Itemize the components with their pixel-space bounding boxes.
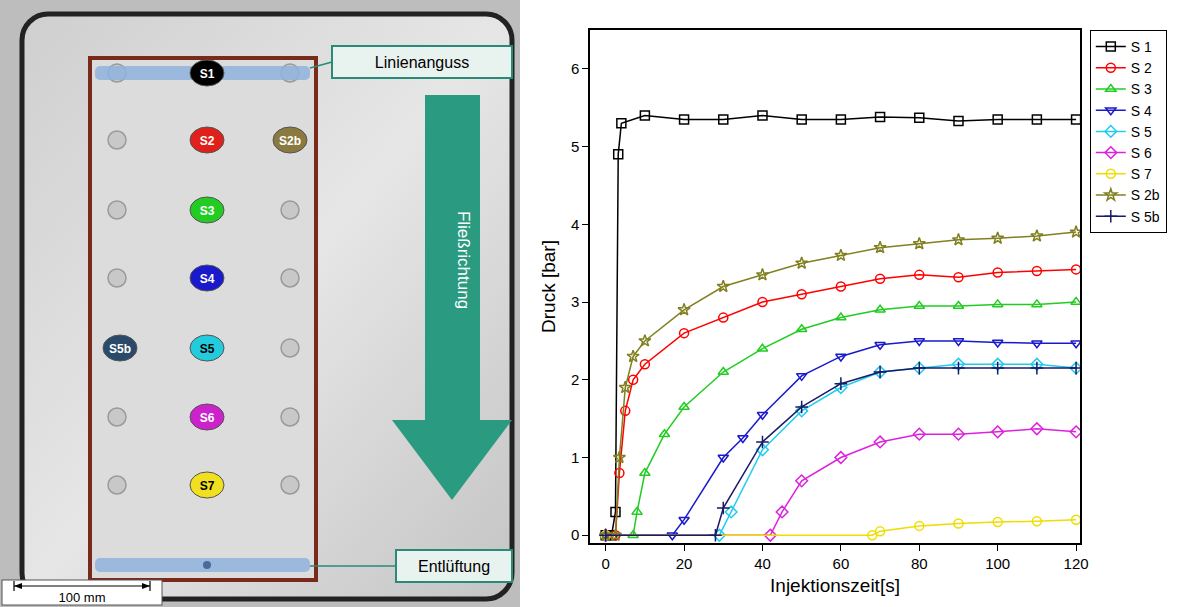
svg-text:100 mm: 100 mm bbox=[59, 590, 106, 605]
svg-text:3: 3 bbox=[571, 293, 579, 310]
svg-text:Injektionszeit[s]: Injektionszeit[s] bbox=[770, 575, 900, 596]
svg-text:S7: S7 bbox=[200, 479, 215, 493]
svg-text:Druck [bar]: Druck [bar] bbox=[538, 240, 559, 333]
svg-text:Entlüftung: Entlüftung bbox=[418, 558, 490, 575]
svg-text:S5b: S5b bbox=[109, 342, 131, 356]
svg-text:S 3: S 3 bbox=[1131, 81, 1152, 97]
svg-text:S 1: S 1 bbox=[1131, 39, 1152, 55]
svg-text:Linienanguss: Linienanguss bbox=[375, 54, 469, 71]
svg-text:S 2b: S 2b bbox=[1131, 187, 1160, 203]
svg-text:S6: S6 bbox=[200, 411, 215, 425]
svg-text:S2: S2 bbox=[200, 134, 215, 148]
svg-text:80: 80 bbox=[911, 555, 928, 572]
svg-text:1: 1 bbox=[571, 449, 579, 466]
svg-text:S 6: S 6 bbox=[1131, 145, 1152, 161]
svg-text:4: 4 bbox=[571, 216, 579, 233]
svg-text:20: 20 bbox=[676, 555, 693, 572]
svg-text:S2b: S2b bbox=[279, 134, 301, 148]
svg-text:60: 60 bbox=[833, 555, 850, 572]
svg-text:2: 2 bbox=[571, 371, 579, 388]
svg-text:S 4: S 4 bbox=[1131, 103, 1152, 119]
svg-text:S 2: S 2 bbox=[1131, 60, 1152, 76]
svg-text:0: 0 bbox=[571, 526, 579, 543]
svg-text:S 5b: S 5b bbox=[1131, 209, 1160, 225]
svg-text:5: 5 bbox=[571, 138, 579, 155]
svg-text:S 5: S 5 bbox=[1131, 124, 1152, 140]
svg-text:40: 40 bbox=[754, 555, 771, 572]
svg-text:120: 120 bbox=[1064, 555, 1089, 572]
svg-text:S5: S5 bbox=[200, 342, 215, 356]
svg-text:S4: S4 bbox=[200, 272, 215, 286]
svg-text:S1: S1 bbox=[200, 67, 215, 81]
svg-text:S3: S3 bbox=[200, 204, 215, 218]
svg-text:6: 6 bbox=[571, 60, 579, 77]
svg-text:S 7: S 7 bbox=[1131, 166, 1152, 182]
svg-text:0: 0 bbox=[602, 555, 610, 572]
svg-text:Fließrichtung: Fließrichtung bbox=[454, 211, 473, 309]
svg-text:100: 100 bbox=[985, 555, 1010, 572]
